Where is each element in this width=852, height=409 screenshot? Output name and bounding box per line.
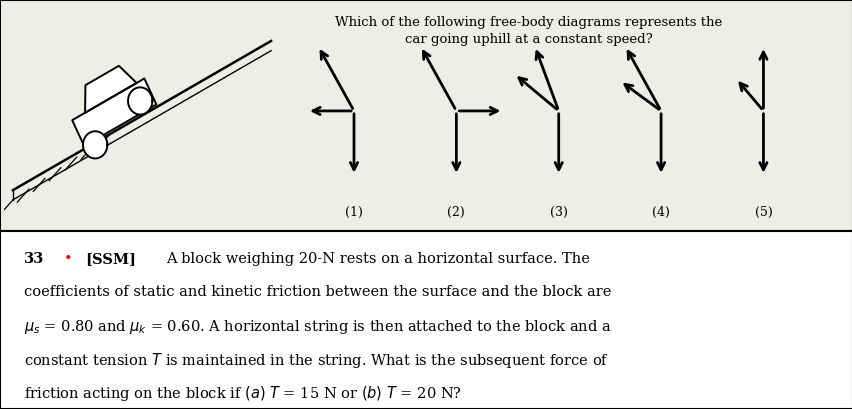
Text: friction acting on the block if $(a)$ $T$ = 15 N or $(b)$ $T$ = 20 N?: friction acting on the block if $(a)$ $T… bbox=[24, 384, 461, 403]
Text: $\mu_s$ = 0.80 and $\mu_k$ = 0.60. A horizontal string is then attached to the b: $\mu_s$ = 0.80 and $\mu_k$ = 0.60. A hor… bbox=[24, 318, 611, 336]
Polygon shape bbox=[83, 131, 107, 158]
Text: (5): (5) bbox=[754, 206, 771, 219]
Text: (3): (3) bbox=[550, 206, 567, 219]
Text: coefficients of static and kinetic friction between the surface and the block ar: coefficients of static and kinetic frict… bbox=[24, 285, 611, 299]
Text: A block weighing 20-N rests on a horizontal surface. The: A block weighing 20-N rests on a horizon… bbox=[166, 252, 590, 266]
Text: (4): (4) bbox=[652, 206, 669, 219]
Polygon shape bbox=[85, 66, 136, 113]
Text: •: • bbox=[64, 252, 72, 266]
Text: [SSM]: [SSM] bbox=[85, 252, 136, 266]
Text: constant tension $T$ is maintained in the string. What is the subsequent force o: constant tension $T$ is maintained in th… bbox=[24, 351, 608, 370]
Polygon shape bbox=[72, 79, 156, 146]
Text: (2): (2) bbox=[447, 206, 464, 219]
Text: (1): (1) bbox=[345, 206, 362, 219]
Polygon shape bbox=[128, 88, 153, 115]
Text: Which of the following free-body diagrams represents the
car going uphill at a c: Which of the following free-body diagram… bbox=[335, 16, 722, 46]
Text: 33: 33 bbox=[24, 252, 44, 266]
